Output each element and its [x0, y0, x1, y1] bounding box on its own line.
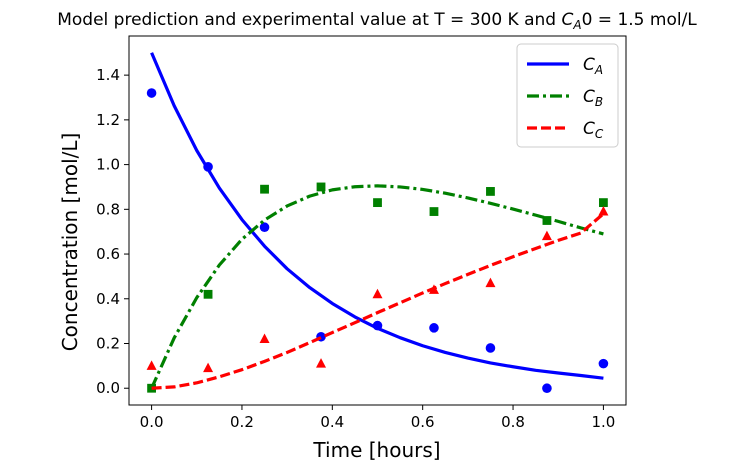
y-tick-label: 0.6	[96, 245, 120, 263]
y-tick-label: 1.0	[96, 156, 120, 174]
data-point	[203, 162, 213, 172]
y-tick-label: 0.8	[96, 200, 120, 218]
data-point	[372, 288, 383, 299]
data-point	[428, 284, 439, 294]
legend-label: CC	[583, 119, 604, 141]
x-tick-label: 0.0	[140, 413, 164, 431]
series-line-CC	[151, 212, 605, 390]
data-point	[429, 323, 439, 333]
y-axis-label: Concentration [mol/L]	[58, 133, 82, 352]
y-tick-label: 0.0	[96, 379, 120, 397]
data-point	[542, 216, 552, 225]
y-tick-label: 0.4	[96, 290, 120, 308]
data-point	[485, 277, 496, 288]
data-point	[316, 358, 327, 368]
data-point	[203, 362, 214, 373]
y-axis: 0.0 0.2 0.4 0.6 0.8 1.0 1.2 1.4	[96, 66, 129, 397]
plot-frame	[128, 35, 627, 406]
y-tick-label: 0.2	[96, 335, 120, 353]
data-point	[598, 206, 609, 216]
data-point	[203, 289, 213, 299]
legend-label: CA	[583, 55, 603, 77]
data-point	[486, 187, 495, 196]
data-point	[485, 343, 496, 353]
chart-title: Model prediction and experimental value …	[57, 10, 697, 32]
data-point	[260, 184, 269, 194]
data-point	[146, 360, 157, 370]
x-axis: 0.0 0.2 0.4 0.6 0.8 1.0	[140, 405, 615, 431]
y-tick-label: 1.4	[96, 66, 120, 84]
data-point	[259, 222, 270, 233]
data-point	[542, 383, 552, 394]
plot-area	[146, 52, 609, 394]
legend: CA CB CC	[516, 43, 619, 148]
x-tick-label: 0.2	[230, 413, 254, 431]
legend-label: CB	[583, 87, 603, 109]
data-point	[372, 320, 383, 331]
data-point	[598, 358, 609, 369]
data-point	[146, 88, 157, 98]
series-line-CB	[150, 184, 604, 389]
x-tick-label: 0.6	[411, 413, 435, 431]
x-tick-label: 1.0	[591, 413, 615, 431]
x-axis-label: Time [hours]	[312, 438, 440, 462]
data-point	[316, 182, 326, 192]
data-point	[373, 198, 382, 208]
data-point	[429, 207, 439, 216]
data-point	[541, 230, 552, 241]
data-point	[259, 333, 270, 344]
y-tick-label: 1.2	[96, 111, 120, 129]
x-tick-label: 0.4	[320, 413, 344, 431]
data-point	[599, 198, 608, 208]
x-tick-label: 0.8	[501, 413, 525, 431]
